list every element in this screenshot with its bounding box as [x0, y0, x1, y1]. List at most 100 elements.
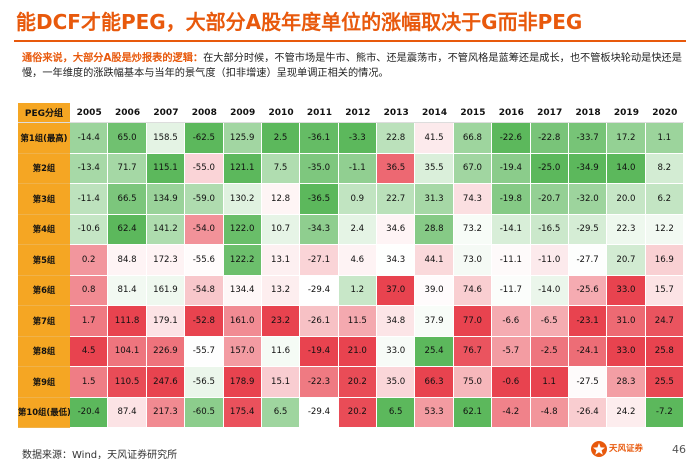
table-cell: -19.4 [492, 153, 531, 184]
table-cell: 28.3 [607, 367, 646, 398]
table-cell: -1.1 [338, 153, 377, 184]
table-cell: -13.4 [70, 153, 109, 184]
table-cell: -29.4 [300, 397, 339, 428]
table-cell: 41.5 [415, 123, 454, 154]
note-lead: 通俗来说，大部分A股是炒报表的逻辑： [22, 53, 204, 64]
table-cell: 24.2 [607, 397, 646, 428]
table-cell: 178.9 [223, 367, 262, 398]
page-number: 46 [672, 443, 686, 456]
table-cell: 161.0 [223, 306, 262, 337]
table-cell: 6.2 [645, 184, 684, 215]
table-cell: 77.0 [453, 306, 493, 337]
table-cell: 37.9 [415, 306, 454, 337]
table-row: 第10组(最低) -20.4 87.4 217.3 -60.5 175.4 6.5 -29.4… [18, 397, 684, 428]
table-cell: 0.8 [70, 275, 109, 306]
group-label: 第7组 [18, 306, 70, 337]
table-cell: 33.0 [607, 336, 646, 367]
table-cell: 247.6 [146, 367, 186, 398]
table-cell: -27.1 [300, 245, 339, 276]
table-cell: -3.3 [338, 123, 377, 154]
corner-header: PEG分组 [18, 103, 70, 123]
group-label: 第4组 [18, 214, 70, 245]
table-cell: 179.1 [146, 306, 186, 337]
table-cell: -26.1 [300, 306, 339, 337]
year-header: 2016 [492, 103, 531, 123]
table-cell: -11.7 [492, 275, 531, 306]
table-cell: 1.1 [645, 123, 684, 154]
table-cell: 121.1 [223, 153, 262, 184]
table-cell: 39.0 [415, 275, 454, 306]
table-cell: 20.7 [607, 245, 646, 276]
table-cell: 175.4 [223, 397, 262, 428]
table-cell: 34.8 [377, 306, 416, 337]
table-cell: -7.2 [645, 397, 684, 428]
table-cell: 73.2 [453, 214, 493, 245]
table-cell: 1.5 [70, 367, 109, 398]
table-cell: 16.9 [645, 245, 684, 276]
table-cell: -25.6 [568, 275, 608, 306]
table-row: 第6组 0.8 81.4 161.9 -54.8 134.4 13.2 -29.4 1.2 37.… [18, 275, 684, 306]
group-label: 第9组 [18, 367, 70, 398]
table-cell: -29.5 [568, 214, 608, 245]
group-label: 第8组 [18, 336, 70, 367]
table-cell: 4.6 [338, 245, 377, 276]
table-cell: 4.5 [70, 336, 109, 367]
table-cell: 66.5 [108, 184, 147, 215]
table-cell: 15.1 [261, 367, 301, 398]
table-cell: 8.2 [645, 153, 684, 184]
source-note: 数据来源：Wind，天风证券研究所 [22, 450, 178, 461]
table-row: 第9组 1.5 110.5 247.6 -56.5 178.9 15.1 -22.3 20.2 3… [18, 367, 684, 398]
table-cell: 23.2 [261, 306, 301, 337]
table-cell: -22.8 [530, 123, 569, 154]
note-paragraph: 通俗来说，大部分A股是炒报表的逻辑：在大部分时候，不管市场是牛市、熊市、还是震荡… [22, 51, 682, 81]
group-label: 第1组(最高) [18, 123, 70, 154]
table-cell: 33.0 [607, 275, 646, 306]
year-header: 2018 [568, 103, 608, 123]
table-cell: -36.1 [300, 123, 339, 154]
table-cell: -27.5 [568, 367, 608, 398]
table-cell: 75.0 [453, 367, 493, 398]
table-cell: -14.0 [530, 275, 569, 306]
table-cell: -14.1 [492, 214, 531, 245]
table-cell: 20.2 [338, 367, 377, 398]
group-label: 第5组 [18, 245, 70, 276]
table-cell: 74.6 [453, 275, 493, 306]
table-cell: 0.2 [70, 245, 109, 276]
table-cell: -54.8 [185, 275, 224, 306]
table-cell: 11.6 [261, 336, 301, 367]
table-cell: -6.6 [492, 306, 531, 337]
table-cell: 13.1 [261, 245, 301, 276]
table-cell: 71.7 [108, 153, 147, 184]
year-header: 2007 [146, 103, 186, 123]
table-cell: 35.0 [377, 367, 416, 398]
table-cell: 84.8 [108, 245, 147, 276]
table-cell: 1.1 [530, 367, 569, 398]
table-cell: -11.4 [70, 184, 109, 215]
table-cell: 7.5 [261, 153, 301, 184]
table-cell: -14.4 [70, 123, 109, 154]
table-cell: 37.0 [377, 275, 416, 306]
table-cell: 13.2 [261, 275, 301, 306]
table-cell: 34.3 [377, 245, 416, 276]
table-cell: 134.4 [223, 275, 262, 306]
table-cell: -35.0 [300, 153, 339, 184]
table-cell: 35.5 [415, 153, 454, 184]
table-cell: 87.4 [108, 397, 147, 428]
year-header: 2017 [530, 103, 569, 123]
table-cell: 110.5 [108, 367, 147, 398]
table-cell: -62.5 [185, 123, 224, 154]
year-header: 2020 [645, 103, 684, 123]
table-cell: -11.1 [492, 245, 531, 276]
year-header: 2014 [415, 103, 454, 123]
table-row: 第5组 0.2 84.8 172.3 -55.6 122.2 13.1 -27.1 4.6 34.… [18, 245, 684, 276]
table-cell: -24.1 [568, 336, 608, 367]
table-cell: 66.3 [415, 367, 454, 398]
table-cell: 20.0 [607, 184, 646, 215]
table-cell: 122.0 [223, 214, 262, 245]
table-cell: 22.7 [377, 184, 416, 215]
table-header-row: PEG分组 2005 2006 2007 2008 2009 2010 2011 2012 20… [18, 103, 684, 123]
table-cell: 111.8 [108, 306, 147, 337]
table-cell: 62.1 [453, 397, 493, 428]
table-cell: 217.3 [146, 397, 186, 428]
table-cell: -10.6 [70, 214, 109, 245]
